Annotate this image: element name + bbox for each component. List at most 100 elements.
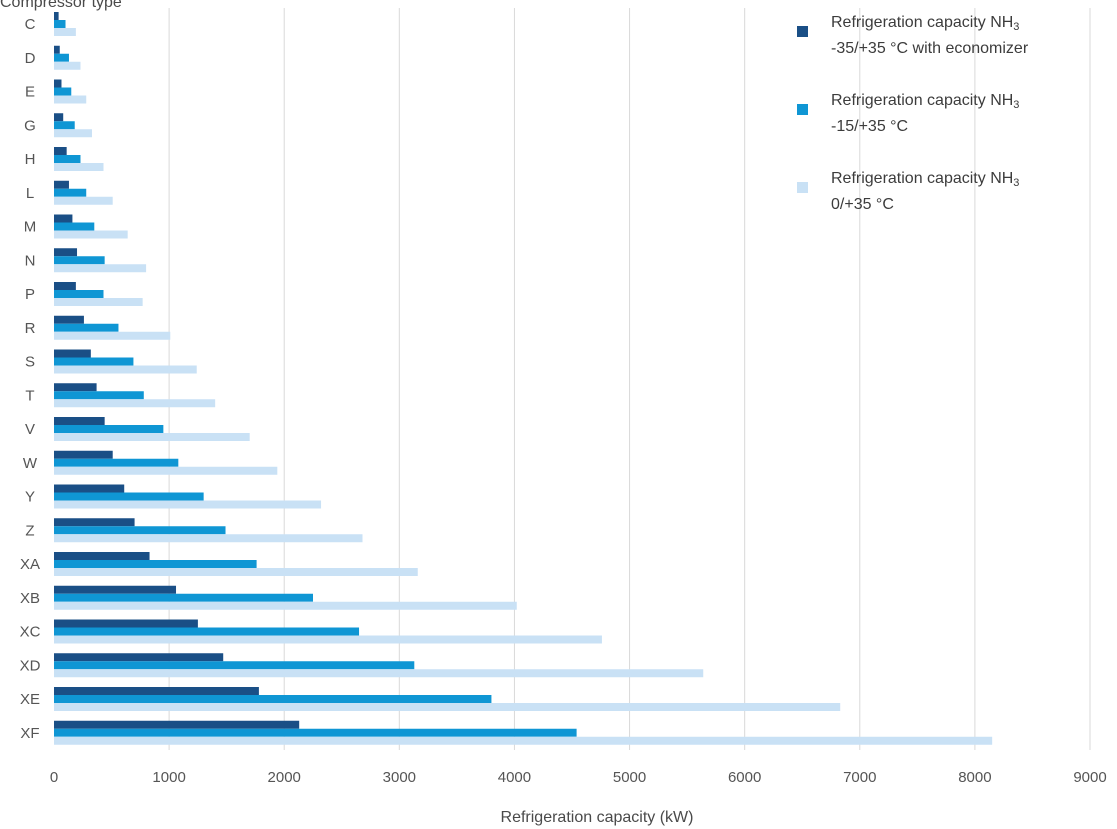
bar-m-series-3 bbox=[54, 230, 128, 239]
bar-s-series-3 bbox=[54, 365, 197, 374]
legend-item-minus15: Refrigeration capacity NH3 -15/+35 °C bbox=[795, 90, 1115, 168]
bar-xc-series-1 bbox=[54, 619, 198, 628]
bar-xa-series-2 bbox=[54, 560, 257, 568]
legend-line2: 0/+35 °C bbox=[831, 196, 894, 213]
bar-m-series-2 bbox=[54, 222, 95, 231]
bar-p-series-1 bbox=[54, 282, 76, 290]
bar-xe-series-1 bbox=[54, 687, 259, 695]
bar-w-series-1 bbox=[54, 450, 113, 459]
x-tick-label: 9000 bbox=[1073, 769, 1106, 786]
bar-w-series-2 bbox=[54, 458, 179, 467]
category-label: C bbox=[25, 16, 36, 33]
bar-g-series-3 bbox=[54, 129, 92, 138]
bar-z-series-3 bbox=[54, 534, 363, 543]
bar-xd-series-1 bbox=[54, 653, 224, 662]
bar-r-series-2 bbox=[54, 323, 119, 332]
x-tick-label: 7000 bbox=[843, 769, 876, 786]
bar-y-series-3 bbox=[54, 500, 322, 509]
bar-t-series-3 bbox=[54, 399, 216, 408]
bar-h-series-1 bbox=[54, 147, 67, 155]
y-axis-title: Compressor type bbox=[0, 0, 122, 11]
bar-d-series-3 bbox=[54, 61, 81, 70]
bar-l-series-1 bbox=[54, 180, 69, 189]
value-axis-tick-labels: 0 1000 2000 3000 4000 5000 6000 7000 8000 9000 bbox=[50, 769, 1107, 786]
bar-xd-series-3 bbox=[54, 669, 704, 678]
bar-n-series-3 bbox=[54, 264, 147, 273]
bar-xb-series-3 bbox=[54, 601, 517, 610]
bar-l-series-3 bbox=[54, 196, 113, 205]
legend-subscript: 3 bbox=[1013, 99, 1020, 111]
legend-label-zero: Refrigeration capacity NH3 0/+35 °C bbox=[831, 168, 1019, 215]
bar-e-series-2 bbox=[54, 87, 72, 96]
category-label: XD bbox=[20, 657, 41, 674]
category-label: T bbox=[25, 387, 34, 404]
bar-t-series-2 bbox=[54, 391, 144, 400]
category-label: XF bbox=[20, 725, 39, 742]
bar-p-series-3 bbox=[54, 298, 143, 306]
x-tick-label: 8000 bbox=[958, 769, 991, 786]
bar-z-series-2 bbox=[54, 526, 226, 535]
legend-item-zero: Refrigeration capacity NH3 0/+35 °C bbox=[795, 168, 1115, 246]
category-label: XA bbox=[20, 556, 40, 573]
bar-xa-series-3 bbox=[54, 568, 418, 576]
bar-xa-series-1 bbox=[54, 552, 150, 560]
x-axis-title: Refrigeration capacity (kW) bbox=[501, 809, 694, 826]
bar-l-series-2 bbox=[54, 188, 87, 197]
x-tick-label: 5000 bbox=[613, 769, 646, 786]
bar-xf-series-1 bbox=[54, 720, 300, 729]
bar-y-series-2 bbox=[54, 492, 204, 501]
bar-y-series-1 bbox=[54, 484, 125, 493]
category-label: XE bbox=[20, 691, 40, 708]
legend-item-economizer: Refrigeration capacity NH3 -35/+35 °C wi… bbox=[795, 12, 1115, 90]
bar-m-series-1 bbox=[54, 214, 73, 223]
bar-xb-series-1 bbox=[54, 585, 177, 594]
legend: Refrigeration capacity NH3 -35/+35 °C wi… bbox=[795, 12, 1115, 246]
bar-s-series-2 bbox=[54, 357, 134, 366]
bar-xc-series-2 bbox=[54, 627, 360, 636]
bar-g-series-2 bbox=[54, 121, 75, 130]
legend-swatch-minus15 bbox=[797, 104, 808, 115]
legend-swatch-zero bbox=[797, 182, 808, 193]
category-label: XB bbox=[20, 590, 40, 607]
bar-h-series-3 bbox=[54, 163, 104, 171]
x-tick-label: 0 bbox=[50, 769, 58, 786]
bar-r-series-1 bbox=[54, 315, 84, 324]
legend-line2: -35/+35 °C with economizer bbox=[831, 40, 1029, 57]
bar-w-series-3 bbox=[54, 466, 278, 475]
x-tick-label: 1000 bbox=[152, 769, 185, 786]
legend-line1: Refrigeration capacity NH bbox=[831, 170, 1014, 187]
bars bbox=[54, 12, 993, 745]
bar-n-series-1 bbox=[54, 248, 78, 257]
bar-c-series-1 bbox=[54, 12, 59, 20]
category-label: R bbox=[25, 320, 36, 337]
x-tick-label: 2000 bbox=[268, 769, 301, 786]
category-label: P bbox=[25, 286, 35, 303]
bar-s-series-1 bbox=[54, 349, 91, 358]
legend-label-economizer: Refrigeration capacity NH3 -35/+35 °C wi… bbox=[831, 12, 1028, 59]
category-label: N bbox=[25, 252, 36, 269]
category-label: Y bbox=[25, 489, 35, 506]
category-label: V bbox=[25, 421, 35, 438]
bar-e-series-1 bbox=[54, 79, 62, 88]
bar-v-series-3 bbox=[54, 433, 250, 441]
category-label: L bbox=[26, 185, 34, 202]
legend-line2: -15/+35 °C bbox=[831, 118, 909, 135]
legend-subscript: 3 bbox=[1013, 177, 1020, 189]
category-label: Z bbox=[25, 522, 34, 539]
bar-h-series-2 bbox=[54, 155, 81, 163]
bar-xf-series-3 bbox=[54, 736, 993, 745]
legend-line1: Refrigeration capacity NH bbox=[831, 14, 1014, 31]
legend-subscript: 3 bbox=[1013, 21, 1020, 33]
x-tick-label: 4000 bbox=[498, 769, 531, 786]
bar-v-series-2 bbox=[54, 425, 164, 433]
bar-xe-series-3 bbox=[54, 703, 841, 711]
category-label: D bbox=[25, 50, 36, 67]
bar-xf-series-2 bbox=[54, 728, 577, 737]
bar-p-series-2 bbox=[54, 290, 104, 298]
gridlines bbox=[168, 8, 1091, 750]
bar-xb-series-2 bbox=[54, 593, 313, 602]
bar-n-series-2 bbox=[54, 256, 105, 265]
